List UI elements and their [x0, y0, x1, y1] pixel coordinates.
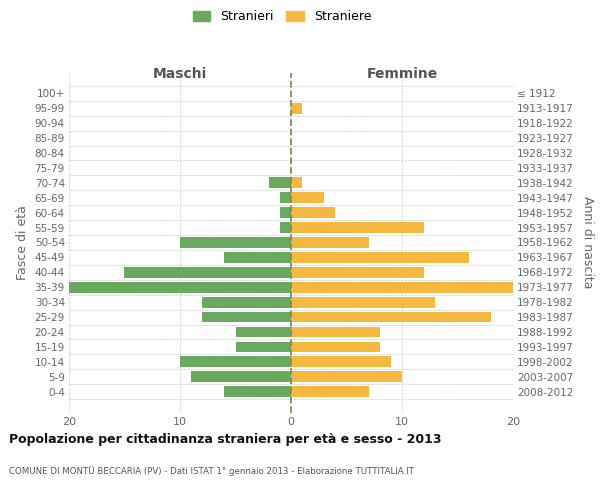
- Bar: [291, 297, 436, 308]
- Bar: [235, 342, 291, 352]
- Bar: [291, 103, 302, 114]
- Text: COMUNE DI MONTÜ BECCARIA (PV) - Dati ISTAT 1° gennaio 2013 - Elaborazione TUTTIT: COMUNE DI MONTÜ BECCARIA (PV) - Dati IST…: [9, 466, 414, 476]
- Text: Femmine: Femmine: [367, 68, 437, 82]
- Bar: [235, 326, 291, 338]
- Bar: [291, 356, 391, 367]
- Bar: [291, 312, 491, 322]
- Bar: [291, 178, 302, 188]
- Bar: [124, 267, 291, 278]
- Bar: [291, 222, 424, 233]
- Bar: [291, 282, 513, 292]
- Bar: [180, 237, 291, 248]
- Bar: [180, 356, 291, 367]
- Bar: [280, 192, 291, 203]
- Bar: [291, 326, 380, 338]
- Bar: [291, 208, 335, 218]
- Bar: [69, 282, 291, 292]
- Text: Popolazione per cittadinanza straniera per età e sesso - 2013: Popolazione per cittadinanza straniera p…: [9, 432, 442, 446]
- Bar: [202, 312, 291, 322]
- Text: Maschi: Maschi: [153, 68, 207, 82]
- Bar: [291, 372, 402, 382]
- Bar: [291, 342, 380, 352]
- Bar: [291, 192, 325, 203]
- Bar: [291, 252, 469, 263]
- Y-axis label: Anni di nascita: Anni di nascita: [581, 196, 594, 288]
- Bar: [224, 252, 291, 263]
- Legend: Stranieri, Straniere: Stranieri, Straniere: [189, 6, 375, 26]
- Bar: [291, 267, 424, 278]
- Bar: [280, 222, 291, 233]
- Bar: [202, 297, 291, 308]
- Y-axis label: Fasce di età: Fasce di età: [16, 205, 29, 280]
- Bar: [291, 386, 369, 397]
- Bar: [291, 237, 369, 248]
- Bar: [280, 208, 291, 218]
- Bar: [224, 386, 291, 397]
- Bar: [269, 178, 291, 188]
- Bar: [191, 372, 291, 382]
